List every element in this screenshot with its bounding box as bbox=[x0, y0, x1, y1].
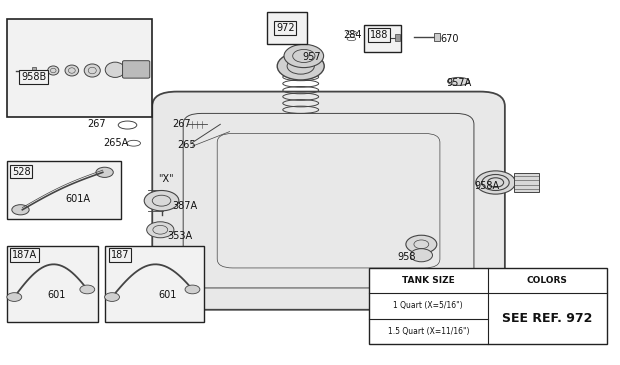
Bar bbox=[32, 67, 36, 73]
FancyBboxPatch shape bbox=[7, 19, 153, 117]
Ellipse shape bbox=[48, 66, 59, 75]
Ellipse shape bbox=[105, 62, 125, 77]
FancyBboxPatch shape bbox=[153, 92, 505, 310]
Text: 267: 267 bbox=[87, 119, 106, 129]
FancyBboxPatch shape bbox=[7, 161, 122, 219]
Text: 188: 188 bbox=[370, 30, 388, 40]
Circle shape bbox=[105, 293, 120, 301]
Text: 387A: 387A bbox=[172, 201, 198, 211]
Text: 601: 601 bbox=[159, 290, 177, 300]
FancyBboxPatch shape bbox=[7, 246, 99, 323]
Text: 670: 670 bbox=[440, 34, 458, 44]
Text: 958: 958 bbox=[398, 252, 417, 262]
Circle shape bbox=[185, 285, 200, 294]
FancyBboxPatch shape bbox=[123, 61, 150, 78]
Circle shape bbox=[410, 249, 433, 262]
Text: 601: 601 bbox=[47, 290, 66, 300]
FancyBboxPatch shape bbox=[369, 268, 607, 344]
Circle shape bbox=[284, 44, 324, 68]
Text: 353A: 353A bbox=[168, 231, 193, 241]
FancyBboxPatch shape bbox=[105, 246, 203, 323]
Text: 1.5 Quart (X=11/16"): 1.5 Quart (X=11/16") bbox=[388, 327, 469, 336]
Text: COLORS: COLORS bbox=[527, 276, 568, 285]
Text: 528: 528 bbox=[12, 166, 30, 177]
Text: 265: 265 bbox=[177, 140, 196, 150]
Text: 957: 957 bbox=[303, 52, 321, 62]
Circle shape bbox=[96, 167, 113, 177]
Circle shape bbox=[80, 285, 95, 294]
Text: 972: 972 bbox=[276, 23, 294, 33]
Circle shape bbox=[277, 52, 324, 80]
Text: 267: 267 bbox=[172, 119, 192, 129]
Circle shape bbox=[406, 235, 437, 253]
FancyBboxPatch shape bbox=[364, 26, 401, 51]
Circle shape bbox=[147, 222, 174, 238]
Circle shape bbox=[12, 205, 29, 215]
Text: 1 Quart (X=5/16"): 1 Quart (X=5/16") bbox=[394, 301, 463, 311]
Ellipse shape bbox=[448, 77, 469, 85]
Bar bbox=[434, 33, 440, 41]
Text: 284: 284 bbox=[343, 30, 362, 40]
Text: 187: 187 bbox=[111, 250, 130, 260]
FancyBboxPatch shape bbox=[267, 12, 307, 44]
Text: SEE REF. 972: SEE REF. 972 bbox=[502, 312, 593, 325]
Text: 187A: 187A bbox=[12, 250, 37, 260]
Circle shape bbox=[7, 293, 22, 301]
Ellipse shape bbox=[65, 65, 79, 76]
Text: TANK SIZE: TANK SIZE bbox=[402, 276, 454, 285]
Text: 958A: 958A bbox=[474, 181, 499, 191]
Bar bbox=[514, 173, 539, 192]
Text: 265A: 265A bbox=[103, 138, 128, 147]
Ellipse shape bbox=[84, 64, 100, 77]
Text: eReplacementParts.com: eReplacementParts.com bbox=[234, 187, 386, 200]
Text: "X": "X" bbox=[159, 174, 174, 184]
Circle shape bbox=[144, 191, 179, 211]
Text: 957A: 957A bbox=[446, 77, 471, 88]
Circle shape bbox=[476, 171, 515, 194]
Text: 601A: 601A bbox=[66, 194, 91, 204]
Bar bbox=[396, 34, 400, 41]
Text: 958B: 958B bbox=[21, 72, 46, 82]
